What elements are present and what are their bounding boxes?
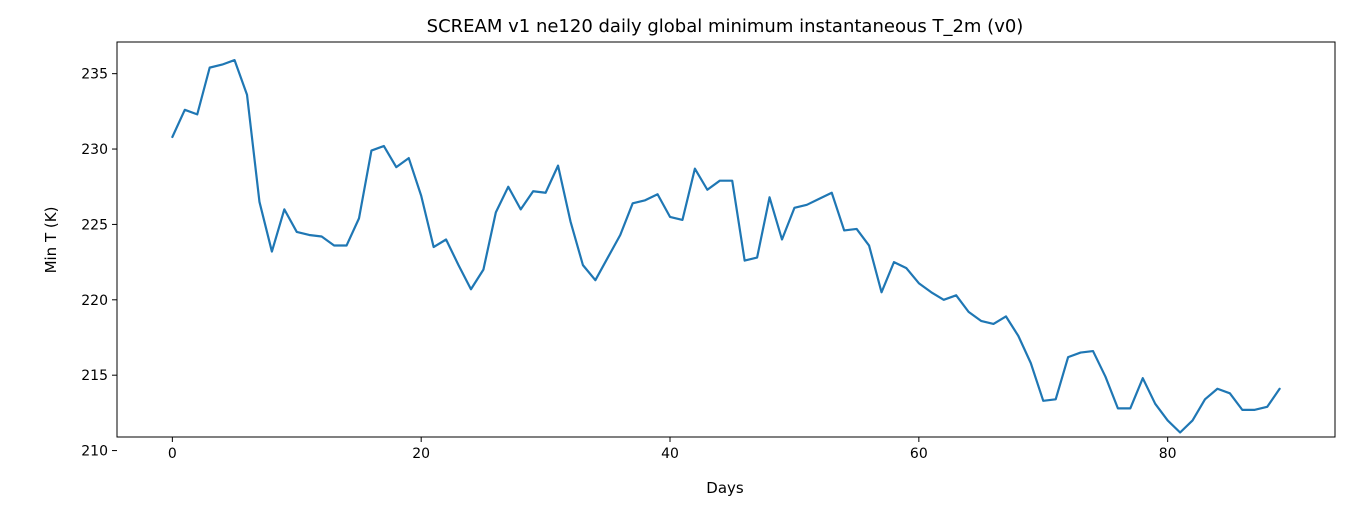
plot-area: 0 20 40 60 80 210 215 220 225 230 235 (81, 41, 1336, 462)
y-tick-label: 230 (81, 142, 108, 158)
y-tick-label: 225 (81, 217, 108, 233)
y-tick-label: 210 (81, 444, 108, 460)
plot-frame (116, 41, 1336, 438)
x-tick-label: 40 (661, 446, 679, 462)
x-axis-label: Days (706, 479, 744, 497)
x-tick-label: 20 (412, 446, 430, 462)
y-tick-label: 235 (81, 67, 108, 83)
y-tick-label: 220 (81, 293, 108, 309)
y-axis-label: Min T (K) (42, 207, 60, 274)
chart-title: SCREAM v1 ne120 daily global minimum ins… (427, 16, 1024, 37)
x-tick-label: 80 (1159, 446, 1177, 462)
y-tick-label: 215 (81, 368, 108, 384)
x-tick-label: 0 (168, 446, 177, 462)
series-line-0 (171, 58, 1281, 434)
x-tick-label: 60 (910, 446, 928, 462)
